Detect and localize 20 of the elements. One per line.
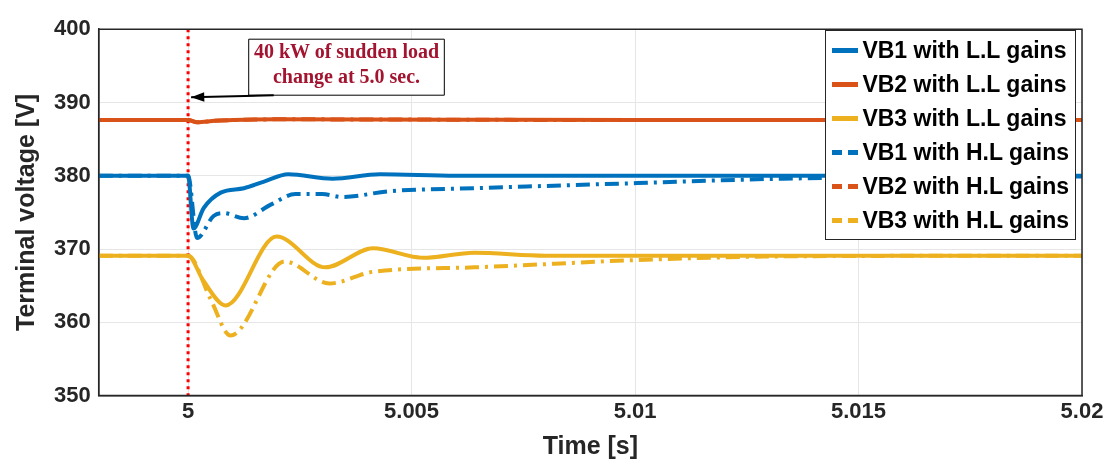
y-tick-label: 370 xyxy=(53,235,91,261)
y-tick-label: 380 xyxy=(53,161,91,187)
x-axis-title: Time [s] xyxy=(542,430,639,459)
y-tick-label: 350 xyxy=(53,381,91,407)
y-tick-label: 360 xyxy=(53,308,91,334)
x-tick-label: 5.015 xyxy=(830,397,887,423)
legend-label: VB1 with L.L gains xyxy=(862,36,1067,65)
legend-label: VB3 with H.L gains xyxy=(862,206,1069,235)
annotation: 40 kW of sudden load change at 5.0 sec. xyxy=(253,40,440,89)
x-tick-label: 5.01 xyxy=(613,397,657,423)
x-tick-label: 5 xyxy=(181,397,195,423)
legend-label: VB3 with L.L gains xyxy=(862,104,1067,133)
y-tick-label: 390 xyxy=(53,88,91,114)
legend-label: VB2 with H.L gains xyxy=(862,172,1069,201)
legend-label: VB1 with H.L gains xyxy=(862,138,1069,167)
x-tick-label: 5.005 xyxy=(384,397,440,423)
y-axis-title: Terminal voltage [V] xyxy=(10,93,39,331)
y-tick-label: 400 xyxy=(53,15,91,41)
x-tick-label: 5.02 xyxy=(1060,397,1104,423)
legend-label: VB2 with L.L gains xyxy=(862,70,1067,99)
